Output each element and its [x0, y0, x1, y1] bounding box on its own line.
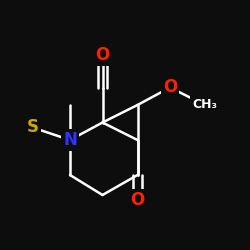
Text: O: O	[163, 78, 177, 96]
Text: S: S	[26, 118, 38, 136]
Text: N: N	[63, 131, 77, 149]
Text: CH₃: CH₃	[192, 98, 218, 112]
Text: O: O	[96, 46, 110, 64]
Text: O: O	[130, 191, 144, 209]
